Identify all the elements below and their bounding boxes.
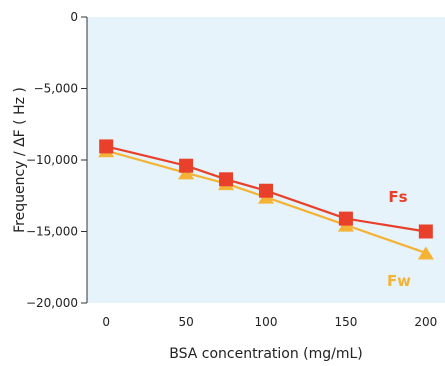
series-lines — [105, 145, 427, 254]
data-point-fw — [417, 246, 434, 260]
x-tick-label: 100 — [255, 315, 278, 329]
y-tick-label: −5,000 — [34, 82, 78, 96]
data-point-fs — [418, 224, 433, 239]
x-tick-label: 150 — [334, 315, 357, 329]
y-axis-title: Frequency / ΔF ( Hz ) — [12, 87, 28, 233]
x-axis-ticks: 0 50 100 150 200 — [102, 315, 437, 329]
x-tick-label: 50 — [178, 315, 193, 329]
series-label-fw: Fw — [387, 272, 411, 290]
x-tick-label: 0 — [102, 315, 110, 329]
y-tick-label: −10,000 — [26, 153, 78, 167]
data-point-fs — [219, 172, 234, 187]
series-markers — [98, 139, 434, 260]
y-tick-label: −20,000 — [26, 296, 78, 310]
data-point-fs — [99, 139, 114, 154]
y-axis-ticks: 0 −5,000 −10,000 −15,000 −20,000 — [26, 10, 87, 310]
series-label-fs: Fs — [388, 188, 407, 206]
x-tick-label: 200 — [414, 315, 437, 329]
plot-area — [87, 17, 445, 303]
y-tick-label: 0 — [70, 10, 78, 24]
y-tick-label: −15,000 — [26, 225, 78, 239]
data-point-fs — [338, 211, 353, 226]
series-line-fs — [105, 145, 426, 233]
data-point-fs — [179, 158, 194, 173]
x-axis-title: BSA concentration (mg/mL) — [169, 346, 363, 362]
data-point-fs — [259, 183, 273, 198]
data-point-fw — [178, 166, 195, 180]
series-line-fw — [105, 149, 427, 254]
